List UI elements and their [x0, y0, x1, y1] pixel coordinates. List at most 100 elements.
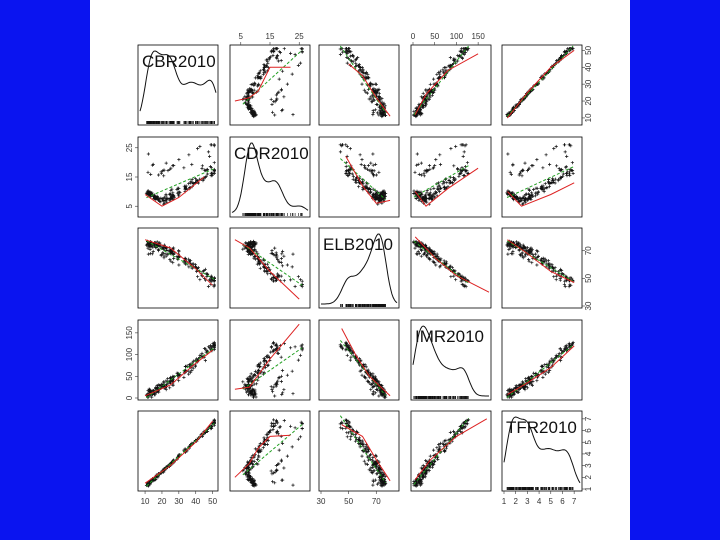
point-tfr2010-elb2010: [527, 259, 531, 263]
point-elb2010-tfr2010: [359, 441, 363, 445]
point-cdr2010-elb2010: [275, 254, 279, 258]
point-tfr2010-imr2010: [527, 382, 532, 386]
point-cbr2010-cdr2010: [147, 193, 151, 197]
point-tfr2010-imr2010: [543, 372, 547, 376]
point-cbr2010-cdr2010: [160, 197, 164, 201]
point-tfr2010-elb2010: [517, 241, 521, 245]
point-imr2010-tfr2010: [436, 448, 441, 452]
point-cdr2010-cbr2010: [252, 81, 256, 85]
point-elb2010-cbr2010: [374, 102, 378, 106]
point-tfr2010-elb2010: [562, 282, 566, 286]
point-cdr2010-tfr2010: [275, 429, 279, 433]
linear-fit-cbr2010-imr2010: [146, 347, 215, 399]
point-imr2010-cbr2010: [437, 70, 441, 74]
point-elb2010-imr2010: [366, 368, 370, 372]
point-cdr2010-imr2010: [262, 370, 266, 374]
point-cbr2010-imr2010: [187, 372, 191, 376]
point-imr2010-cdr2010: [417, 198, 421, 202]
point-cdr2010-tfr2010: [245, 467, 249, 471]
point-elb2010-cbr2010: [377, 94, 381, 98]
point-elb2010-imr2010: [359, 368, 363, 373]
point-elb2010-cdr2010: [374, 162, 378, 166]
point-elb2010-imr2010: [367, 370, 371, 375]
point-cdr2010-tfr2010: [271, 422, 275, 426]
point-cbr2010-cdr2010: [206, 150, 211, 154]
point-cbr2010-elb2010: [187, 265, 191, 269]
point-imr2010-elb2010: [414, 243, 418, 247]
point-cbr2010-elb2010: [150, 252, 154, 256]
point-cbr2010-cdr2010: [205, 172, 210, 176]
point-tfr2010-cdr2010: [519, 199, 523, 203]
point-tfr2010-cdr2010: [553, 177, 558, 181]
point-cdr2010-tfr2010: [272, 471, 276, 475]
scatterplot-matrix: CBR2010 CDR2010 ELB2010 IMR2010 TFR2010 10 20 3…: [90, 0, 630, 540]
point-imr2010-cbr2010: [414, 106, 418, 110]
point-cdr2010-imr2010: [269, 344, 274, 349]
point-cdr2010-cbr2010: [276, 59, 280, 63]
point-tfr2010-cdr2010: [565, 171, 569, 175]
point-elb2010-cbr2010: [372, 87, 376, 91]
point-elb2010-tfr2010: [367, 468, 371, 472]
linear-fit-cbr2010-cdr2010: [146, 168, 215, 199]
smoother-cbr2010-imr2010: [144, 349, 213, 397]
point-imr2010-elb2010: [419, 254, 423, 258]
point-cdr2010-elb2010: [247, 240, 251, 245]
point-elb2010-cdr2010: [350, 172, 354, 176]
point-imr2010-cbr2010: [441, 70, 445, 74]
point-imr2010-cdr2010: [442, 181, 446, 185]
point-cdr2010-imr2010: [244, 383, 248, 387]
point-imr2010-tfr2010: [421, 475, 425, 479]
point-elb2010-cdr2010: [365, 167, 369, 171]
point-elb2010-cbr2010: [368, 81, 373, 85]
point-tfr2010-elb2010: [520, 245, 524, 249]
x-tick-label-tfr2010: 2: [513, 497, 518, 506]
point-elb2010-imr2010: [364, 376, 368, 380]
point-tfr2010-elb2010: [569, 283, 573, 287]
point-cdr2010-cbr2010: [257, 82, 261, 86]
point-cdr2010-cbr2010: [252, 109, 256, 113]
panel-tfr2010-elb2010: [501, 227, 583, 309]
point-cdr2010-cbr2010: [256, 76, 260, 80]
smoother-elb2010-cbr2010: [348, 63, 391, 117]
point-imr2010-elb2010: [423, 243, 427, 247]
point-cbr2010-cdr2010: [208, 154, 212, 158]
point-cbr2010-imr2010: [164, 379, 168, 383]
point-tfr2010-imr2010: [571, 340, 575, 345]
point-imr2010-cdr2010: [452, 164, 456, 168]
point-cbr2010-imr2010: [168, 386, 172, 390]
point-elb2010-tfr2010: [371, 483, 375, 487]
point-cdr2010-cbr2010: [271, 53, 275, 58]
point-elb2010-cbr2010: [371, 95, 375, 99]
smoother-elb2010-imr2010: [341, 328, 391, 397]
point-imr2010-tfr2010: [463, 425, 468, 429]
point-cbr2010-cdr2010: [159, 200, 163, 204]
linear-fit-elb2010-cdr2010: [340, 158, 386, 201]
point-cbr2010-cdr2010: [162, 201, 166, 205]
point-elb2010-imr2010: [345, 353, 349, 357]
x-tick-label-imr2010: 0: [411, 32, 416, 41]
point-imr2010-cdr2010: [425, 197, 429, 201]
point-cdr2010-elb2010: [290, 265, 294, 269]
point-cbr2010-cdr2010: [211, 172, 215, 176]
point-cbr2010-cdr2010: [150, 191, 154, 195]
point-cdr2010-tfr2010: [280, 478, 284, 482]
point-tfr2010-imr2010: [509, 388, 514, 392]
point-elb2010-cdr2010: [370, 171, 374, 175]
point-elb2010-cdr2010: [366, 187, 370, 191]
point-cdr2010-cbr2010: [285, 82, 289, 86]
point-cbr2010-tfr2010: [147, 484, 151, 488]
point-cdr2010-imr2010: [266, 354, 270, 358]
point-imr2010-cdr2010: [459, 143, 463, 147]
point-imr2010-cbr2010: [421, 91, 425, 95]
point-imr2010-tfr2010: [444, 438, 448, 442]
point-elb2010-cbr2010: [377, 113, 381, 117]
point-cdr2010-tfr2010: [269, 424, 273, 428]
point-cdr2010-elb2010: [241, 247, 245, 251]
point-cbr2010-elb2010: [208, 278, 212, 282]
point-imr2010-cdr2010: [429, 187, 433, 191]
point-elb2010-tfr2010: [372, 469, 376, 473]
point-cbr2010-cdr2010: [170, 194, 174, 199]
point-tfr2010-imr2010: [523, 388, 527, 392]
point-cdr2010-elb2010: [253, 241, 257, 245]
point-cbr2010-cdr2010: [149, 172, 153, 176]
